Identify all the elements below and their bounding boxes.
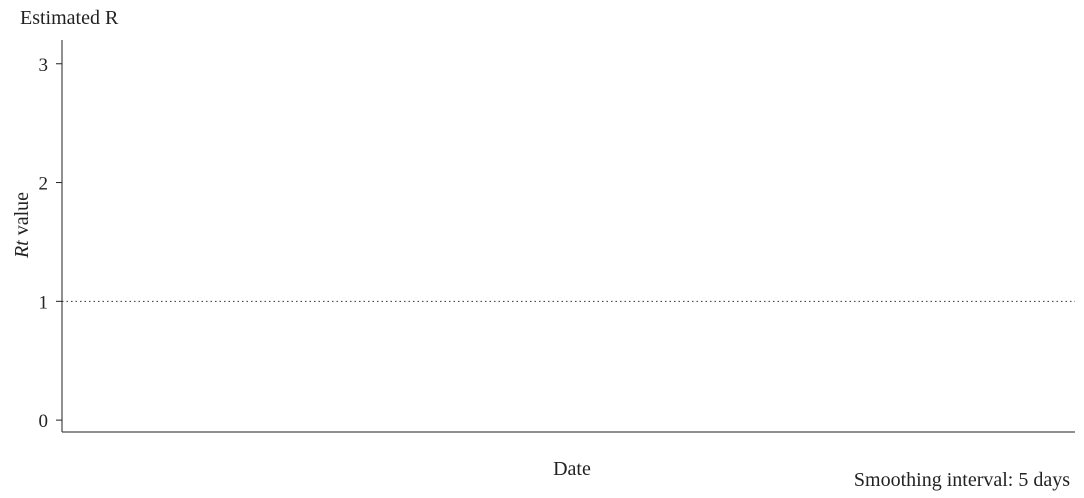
chart-title: Estimated R (20, 7, 119, 29)
y-axis-title-italic: Rt (11, 240, 33, 259)
y-tick-group: 0 1 2 3 (39, 55, 62, 432)
y-axis-title-rest: value (11, 192, 33, 240)
x-axis-title: Date (553, 458, 591, 480)
y-axis-title: Rt value (11, 192, 33, 259)
y-tick-label: 0 (39, 411, 49, 432)
smoothing-caption: Smoothing interval: 5 days (854, 469, 1070, 491)
y-tick-label: 3 (39, 55, 49, 76)
y-tick-label: 1 (39, 292, 49, 313)
y-tick-label: 2 (39, 174, 49, 195)
